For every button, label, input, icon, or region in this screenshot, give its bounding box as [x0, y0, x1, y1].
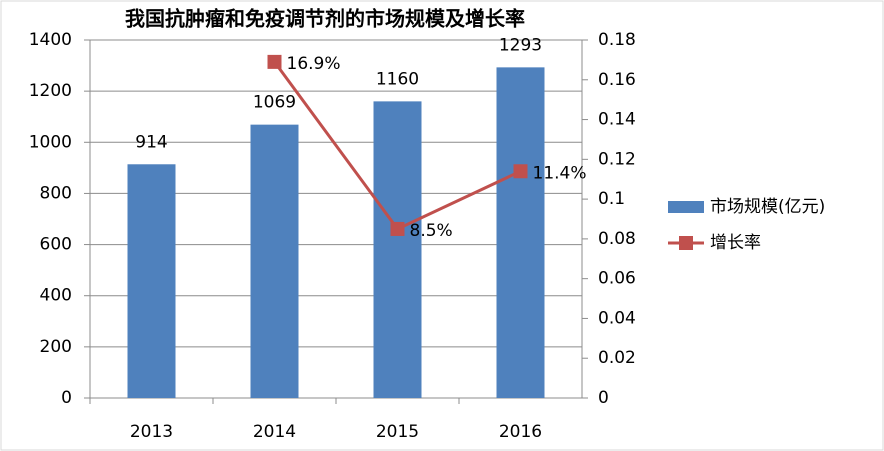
y-tick-label: 1200	[29, 81, 72, 101]
line-label: 11.4%	[533, 163, 587, 183]
line-marker	[513, 164, 528, 179]
bar-label: 1293	[499, 35, 542, 55]
x-tick-label: 2015	[376, 422, 419, 442]
y2-tick-label: 0	[598, 388, 609, 408]
line-marker	[390, 221, 405, 236]
y-tick-label: 0	[61, 388, 72, 408]
y2-tick-label: 0.12	[598, 149, 636, 169]
y2-tick-label: 0.1	[598, 189, 625, 209]
y-tick-label: 600	[40, 235, 72, 255]
legend-swatch	[679, 236, 693, 250]
y2-tick-label: 0.06	[598, 269, 636, 289]
y-tick-label: 1400	[29, 30, 72, 50]
chart-title: 我国抗肿瘤和免疫调节剂的市场规模及增长率	[125, 7, 525, 31]
legend-label: 市场规模(亿元)	[710, 197, 825, 217]
bar-label: 914	[135, 132, 167, 152]
y-tick-label: 1000	[29, 132, 72, 152]
x-tick-label: 2013	[130, 422, 173, 442]
y2-tick-label: 0.04	[598, 308, 636, 328]
bar	[250, 124, 299, 399]
y-tick-label: 200	[40, 337, 72, 357]
bar-label: 1160	[376, 69, 419, 89]
y2-tick-label: 0.14	[598, 110, 636, 130]
line-label: 8.5%	[410, 221, 453, 241]
bar	[127, 164, 176, 398]
bar	[496, 67, 545, 399]
y2-tick-label: 0.16	[598, 70, 636, 90]
legend-swatch	[668, 201, 704, 213]
line-label: 16.9%	[287, 54, 341, 74]
x-tick-label: 2014	[253, 422, 296, 442]
x-tick-label: 2016	[499, 422, 542, 442]
y2-tick-label: 0.18	[598, 30, 636, 50]
y-tick-label: 400	[40, 286, 72, 306]
bar	[373, 101, 422, 398]
line-marker	[267, 54, 282, 69]
y2-tick-label: 0.08	[598, 229, 636, 249]
bar-label: 1069	[253, 93, 296, 113]
y-tick-label: 800	[40, 183, 72, 203]
y2-tick-label: 0.02	[598, 348, 636, 368]
legend-label: 增长率	[710, 233, 761, 253]
